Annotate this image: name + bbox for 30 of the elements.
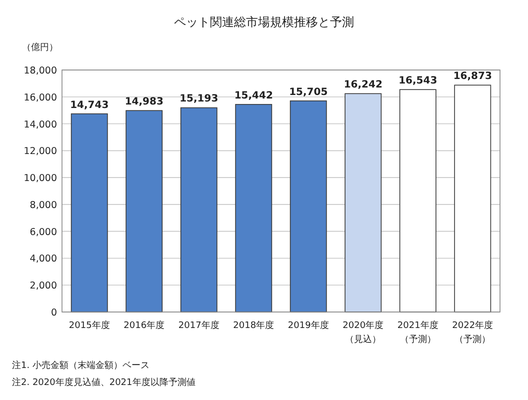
x-tick-label: 2020年度（見込） [342,320,384,345]
x-tick-label: 2018年度 [233,320,274,331]
x-tick-label: 2016年度 [124,320,165,331]
annotation: 注1. 小売金額（末端金額）ベース [12,361,150,371]
y-tick-label: 16,000 [24,92,57,104]
y-tick-label: 2,000 [30,280,57,292]
y-tick-label: 10,000 [24,173,57,184]
x-tick-label: 2021年度（予測） [397,320,438,345]
data-label: 15,705 [289,86,328,98]
y-tick-label: 14,000 [24,119,57,130]
ylabel: （億円） [22,43,58,53]
data-label: 14,743 [70,100,109,111]
data-label: 16,242 [344,80,382,91]
y-tick-label: 12,000 [24,146,57,158]
title: ペット関連総市場規模推移と予測 [174,15,354,29]
y-tick-label: 0 [50,308,57,318]
y-tick-label: 8,000 [30,200,57,211]
y-tick-label: 18,000 [24,66,57,76]
data-label: 16,543 [398,76,438,87]
x-tick-label: 2017年度 [178,320,220,331]
y-tick-label: 6,000 [30,226,57,238]
x-tick-label: 2015年度 [68,320,110,331]
data-label: 15,193 [180,94,218,105]
data-label: 15,442 [234,90,273,102]
x-tick-label: 2019年度 [288,320,329,331]
annotation: 注2. 2020年度見込値、2021年度以降予測値 [12,378,196,388]
data-label: 16,873 [453,71,492,82]
x-tick-label: 2022年度（予測） [452,320,494,345]
data-label: 14,983 [124,96,164,108]
y-tick-label: 4,000 [30,254,57,265]
